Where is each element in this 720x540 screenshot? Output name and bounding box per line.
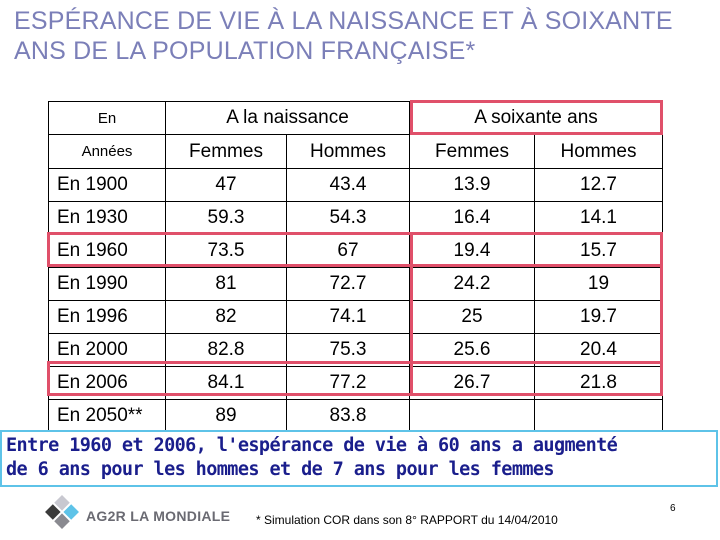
year-cell: En 1930 [48,201,166,235]
header-en: En [48,101,166,135]
value-cell: 26.7 [409,366,535,400]
value-cell: 84.1 [165,366,287,400]
note-text: Entre 1960 et 2006, l'espérance de vie à… [6,434,618,482]
value-cell: 81 [165,267,287,301]
value-cell: 67 [286,234,410,268]
table-row: En 1900 47 43.4 13.9 12.7 [48,168,663,202]
header-sixty: A soixante ans [409,101,663,135]
value-cell: 21.8 [534,366,663,400]
value-cell: 75.3 [286,333,410,367]
year-cell: En 1960 [48,234,166,268]
table-subheader-row: Années Femmes Hommes Femmes Hommes [48,134,663,169]
header-men-sixty: Hommes [534,134,663,169]
value-cell: 82 [165,300,287,334]
value-cell [409,399,535,433]
value-cell: 14.1 [534,201,663,235]
value-cell: 77.2 [286,366,410,400]
value-cell: 20.4 [534,333,663,367]
value-cell [534,399,663,433]
table-row: En 1990 81 72.7 24.2 19 [48,267,663,301]
value-cell: 59.3 [165,201,287,235]
ag2r-logo-icon [45,495,79,529]
value-cell: 72.7 [286,267,410,301]
page-number: 6 [670,503,676,514]
value-cell: 19.7 [534,300,663,334]
table-row: En 2006 84.1 77.2 26.7 21.8 [48,366,663,400]
value-cell: 43.4 [286,168,410,202]
value-cell: 54.3 [286,201,410,235]
table-row: En 2000 82.8 75.3 25.6 20.4 [48,333,663,367]
header-birth: A la naissance [165,101,410,135]
slide-title: ESPÉRANCE DE VIE À LA NAISSANCE ET À SOI… [14,7,673,65]
table-row: En 2050** 89 83.8 [48,399,663,433]
value-cell: 19.4 [409,234,535,268]
value-cell: 12.7 [534,168,663,202]
value-cell: 24.2 [409,267,535,301]
value-cell: 19 [534,267,663,301]
logo-text: AG2R LA MONDIALE [86,508,231,524]
header-women-sixty: Femmes [409,134,535,169]
value-cell: 25 [409,300,535,334]
value-cell: 15.7 [534,234,663,268]
year-cell: En 1900 [48,168,166,202]
life-expectancy-table: En A la naissance A soixante ans Années … [48,101,663,433]
value-cell: 47 [165,168,287,202]
footnote: * Simulation COR dans son 8° RAPPORT du … [256,513,558,527]
value-cell: 16.4 [409,201,535,235]
value-cell: 25.6 [409,333,535,367]
value-cell: 89 [165,399,287,433]
note-line-2: de 6 ans pour les hommes et de 7 ans pou… [6,459,555,480]
year-cell: En 2050** [48,399,166,433]
header-women-birth: Femmes [165,134,287,169]
year-cell: En 2000 [48,333,166,367]
note-line-1: Entre 1960 et 2006, l'espérance de vie à… [6,435,618,456]
value-cell: 83.8 [286,399,410,433]
header-men-birth: Hommes [286,134,410,169]
header-years: Années [48,134,166,169]
value-cell: 82.8 [165,333,287,367]
note-box: Entre 1960 et 2006, l'espérance de vie à… [0,430,718,487]
year-cell: En 1996 [48,300,166,334]
table-row: En 1930 59.3 54.3 16.4 14.1 [48,201,663,235]
value-cell: 73.5 [165,234,287,268]
value-cell: 74.1 [286,300,410,334]
table-row: En 1960 73.5 67 19.4 15.7 [48,234,663,268]
value-cell: 13.9 [409,168,535,202]
year-cell: En 1990 [48,267,166,301]
year-cell: En 2006 [48,366,166,400]
table-header-row: En A la naissance A soixante ans [48,101,663,135]
table-row: En 1996 82 74.1 25 19.7 [48,300,663,334]
